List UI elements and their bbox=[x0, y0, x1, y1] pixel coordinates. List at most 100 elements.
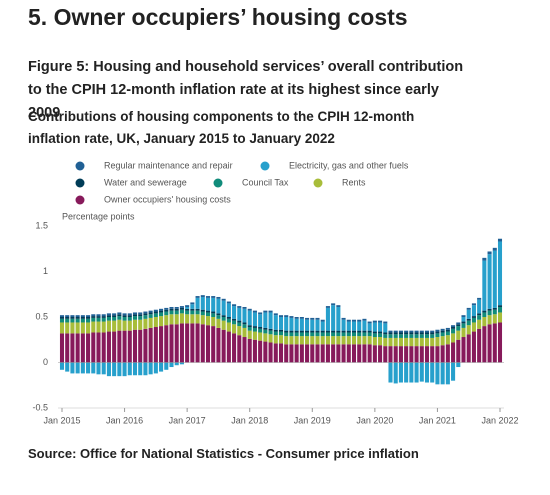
bar-segment bbox=[200, 295, 205, 297]
bar-segment bbox=[284, 344, 289, 363]
bar-segment bbox=[299, 344, 304, 363]
bar-segment bbox=[226, 317, 231, 319]
bar-segment bbox=[247, 308, 252, 311]
bar-segment bbox=[477, 319, 482, 329]
bar-segment bbox=[315, 336, 320, 345]
bar-segment bbox=[378, 320, 383, 323]
bar-segment bbox=[132, 312, 138, 315]
bar-segment bbox=[268, 310, 273, 313]
y-tick-label: 0.5 bbox=[35, 311, 48, 321]
bar-segment bbox=[247, 310, 252, 326]
bar-segment bbox=[226, 331, 231, 363]
bar-segment bbox=[237, 335, 242, 363]
bar-segment bbox=[138, 362, 143, 376]
x-tick-label: Jan 2019 bbox=[294, 415, 331, 425]
bar-segment bbox=[320, 321, 325, 331]
bar-segment bbox=[398, 332, 403, 335]
bar-segment bbox=[232, 324, 237, 334]
bar-segment bbox=[75, 322, 80, 334]
bar-segment bbox=[440, 345, 445, 363]
bar-segment bbox=[466, 320, 471, 326]
bar-segment bbox=[456, 362, 461, 368]
chart: Percentage points Regular maintenance an… bbox=[32, 160, 518, 425]
bar-segment bbox=[351, 332, 357, 337]
bar-segment bbox=[378, 333, 383, 338]
bar-segment bbox=[101, 316, 106, 318]
bar-segment bbox=[320, 332, 325, 337]
bar-segment bbox=[289, 317, 294, 331]
bar-segment bbox=[466, 307, 471, 310]
bar-segment bbox=[398, 334, 403, 338]
bar-segment bbox=[106, 320, 111, 332]
bar-segment bbox=[195, 296, 200, 298]
bar-segment bbox=[404, 330, 409, 333]
bar-segment bbox=[101, 362, 106, 375]
bar-segment bbox=[284, 332, 289, 337]
bar-segment bbox=[320, 330, 325, 333]
bar-segment bbox=[477, 299, 482, 314]
bar-segment bbox=[247, 325, 252, 328]
bar-segment bbox=[59, 315, 65, 317]
bar-segment bbox=[466, 309, 471, 319]
chart-subtitle: Contributions of housing components to t… bbox=[28, 109, 415, 146]
bar-segment bbox=[65, 333, 70, 363]
bar-segment bbox=[398, 337, 403, 347]
bar-segment bbox=[205, 297, 211, 311]
bar-segment bbox=[221, 300, 226, 316]
bar-segment bbox=[127, 313, 132, 316]
bar-segment bbox=[367, 344, 372, 363]
bar-segment bbox=[138, 312, 143, 315]
bar-segment bbox=[492, 314, 497, 324]
bar-segment bbox=[143, 362, 148, 376]
bar-segment bbox=[419, 346, 424, 363]
bar-segment bbox=[117, 316, 122, 320]
bar-segment bbox=[346, 332, 351, 337]
bar-segment bbox=[252, 312, 257, 327]
bar-segment bbox=[367, 321, 372, 324]
bar-segment bbox=[346, 321, 351, 331]
bar-segment bbox=[75, 318, 80, 323]
bar-segment bbox=[70, 318, 75, 323]
bar-segment bbox=[153, 317, 158, 328]
bar-segment bbox=[153, 311, 158, 314]
bar-segment bbox=[388, 332, 393, 335]
bar-segment bbox=[341, 319, 346, 331]
bar-segment bbox=[185, 314, 190, 324]
bar-segment bbox=[65, 362, 70, 372]
legend-label: Owner occupiers' housing costs bbox=[104, 194, 231, 204]
bar-segment bbox=[164, 309, 169, 312]
bar-segment bbox=[492, 250, 497, 308]
bar-segment bbox=[59, 362, 65, 370]
bar-segment bbox=[278, 343, 284, 363]
bar-segment bbox=[378, 322, 383, 332]
bar-segment bbox=[263, 333, 268, 342]
bar-segment bbox=[148, 362, 153, 375]
bar-segment bbox=[75, 315, 80, 317]
bar-segment bbox=[404, 346, 409, 363]
bar-segment bbox=[325, 336, 330, 345]
bar-segment bbox=[216, 315, 221, 319]
bar-segment bbox=[346, 344, 351, 363]
x-tick-label: Jan 2020 bbox=[356, 415, 393, 425]
bar-segment bbox=[153, 313, 158, 317]
bar-segment bbox=[273, 329, 278, 332]
bar-segment bbox=[91, 314, 96, 317]
bar-segment bbox=[278, 315, 284, 317]
bar-segment bbox=[351, 330, 357, 333]
bar-segment bbox=[226, 318, 231, 323]
bar-segment bbox=[341, 344, 346, 363]
bar-segment bbox=[430, 332, 435, 335]
bar-segment bbox=[96, 332, 101, 363]
bar-segment bbox=[258, 312, 263, 315]
bar-segment bbox=[461, 317, 466, 322]
bar-segment bbox=[242, 327, 247, 338]
bar-segment bbox=[252, 310, 257, 313]
bar-segment bbox=[357, 336, 362, 345]
bar-segment bbox=[211, 317, 216, 327]
x-tick-label: Jan 2021 bbox=[419, 415, 456, 425]
legend-label: Regular maintenance and repair bbox=[104, 160, 233, 170]
bar-segment bbox=[258, 328, 263, 333]
bar-segment bbox=[211, 296, 216, 298]
bar-segment bbox=[362, 318, 367, 321]
